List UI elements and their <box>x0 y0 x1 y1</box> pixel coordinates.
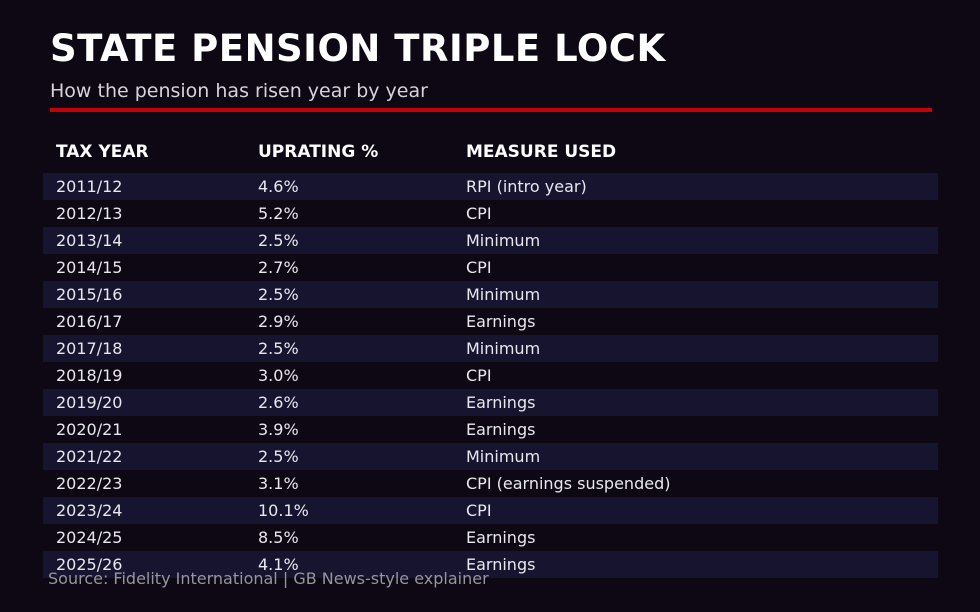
uprating-cell: 5.2% <box>258 204 299 223</box>
measure-cell: CPI (earnings suspended) <box>466 474 671 493</box>
page-subtitle: How the pension has risen year by year <box>50 80 428 102</box>
data-table: TAX YEAR UPRATING % MEASURE USED 2011/12… <box>43 138 938 578</box>
uprating-cell: 2.5% <box>258 231 299 250</box>
uprating-cell: 2.5% <box>258 339 299 358</box>
measure-cell: Earnings <box>466 393 536 412</box>
uprating-cell: 4.1% <box>258 555 299 574</box>
measure-cell: Minimum <box>466 447 541 466</box>
tax-year-cell: 2022/23 <box>56 474 123 493</box>
tax-year-cell: 2013/14 <box>56 231 123 250</box>
tax-year-cell: 2017/18 <box>56 339 123 358</box>
uprating-cell: 2.5% <box>258 447 299 466</box>
tax-year-cell: 2021/22 <box>56 447 123 466</box>
column-header-tax-year: TAX YEAR <box>56 141 149 162</box>
table-row: 2020/21 3.9% Earnings <box>43 416 938 443</box>
measure-cell: CPI <box>466 366 492 385</box>
table-row: 2022/23 3.1% CPI (earnings suspended) <box>43 470 938 497</box>
measure-cell: Earnings <box>466 420 536 439</box>
measure-cell: Earnings <box>466 528 536 547</box>
table-row: 2018/19 3.0% CPI <box>43 362 938 389</box>
measure-cell: Earnings <box>466 555 536 574</box>
uprating-cell: 2.6% <box>258 393 299 412</box>
table-row: 2014/15 2.7% CPI <box>43 254 938 281</box>
table-body: 2011/12 4.6% RPI (intro year) 2012/13 5.… <box>43 173 938 578</box>
tax-year-cell: 2020/21 <box>56 420 123 439</box>
tax-year-cell: 2011/12 <box>56 177 123 196</box>
table-row: 2011/12 4.6% RPI (intro year) <box>43 173 938 200</box>
table-row: 2025/26 4.1% Earnings <box>43 551 938 578</box>
uprating-cell: 4.6% <box>258 177 299 196</box>
column-header-measure: MEASURE USED <box>466 141 617 162</box>
uprating-cell: 3.9% <box>258 420 299 439</box>
table-row: 2013/14 2.5% Minimum <box>43 227 938 254</box>
tax-year-cell: 2018/19 <box>56 366 123 385</box>
tax-year-cell: 2019/20 <box>56 393 123 412</box>
uprating-cell: 10.1% <box>258 501 309 520</box>
measure-cell: CPI <box>466 204 492 223</box>
table-row: 2012/13 5.2% CPI <box>43 200 938 227</box>
measure-cell: CPI <box>466 501 492 520</box>
measure-cell: Minimum <box>466 285 541 304</box>
table-row: 2015/16 2.5% Minimum <box>43 281 938 308</box>
uprating-cell: 2.7% <box>258 258 299 277</box>
measure-cell: RPI (intro year) <box>466 177 587 196</box>
tax-year-cell: 2025/26 <box>56 555 123 574</box>
uprating-cell: 2.5% <box>258 285 299 304</box>
table-row: 2017/18 2.5% Minimum <box>43 335 938 362</box>
red-divider <box>50 108 932 112</box>
table-row: 2019/20 2.6% Earnings <box>43 389 938 416</box>
page-title: STATE PENSION TRIPLE LOCK <box>50 27 666 70</box>
tax-year-cell: 2012/13 <box>56 204 123 223</box>
table-row: 2023/24 10.1% CPI <box>43 497 938 524</box>
table-row: 2024/25 8.5% Earnings <box>43 524 938 551</box>
measure-cell: Minimum <box>466 231 541 250</box>
source-caption: Source: Fidelity International | GB News… <box>48 569 489 588</box>
uprating-cell: 3.0% <box>258 366 299 385</box>
tax-year-cell: 2024/25 <box>56 528 123 547</box>
tax-year-cell: 2014/15 <box>56 258 123 277</box>
tax-year-cell: 2016/17 <box>56 312 123 331</box>
measure-cell: CPI <box>466 258 492 277</box>
table-row: 2016/17 2.9% Earnings <box>43 308 938 335</box>
tax-year-cell: 2023/24 <box>56 501 123 520</box>
measure-cell: Earnings <box>466 312 536 331</box>
uprating-cell: 2.9% <box>258 312 299 331</box>
table-header-row: TAX YEAR UPRATING % MEASURE USED <box>43 138 938 165</box>
table-row: 2021/22 2.5% Minimum <box>43 443 938 470</box>
uprating-cell: 3.1% <box>258 474 299 493</box>
column-header-uprating: UPRATING % <box>258 141 379 162</box>
uprating-cell: 8.5% <box>258 528 299 547</box>
measure-cell: Minimum <box>466 339 541 358</box>
tax-year-cell: 2015/16 <box>56 285 123 304</box>
